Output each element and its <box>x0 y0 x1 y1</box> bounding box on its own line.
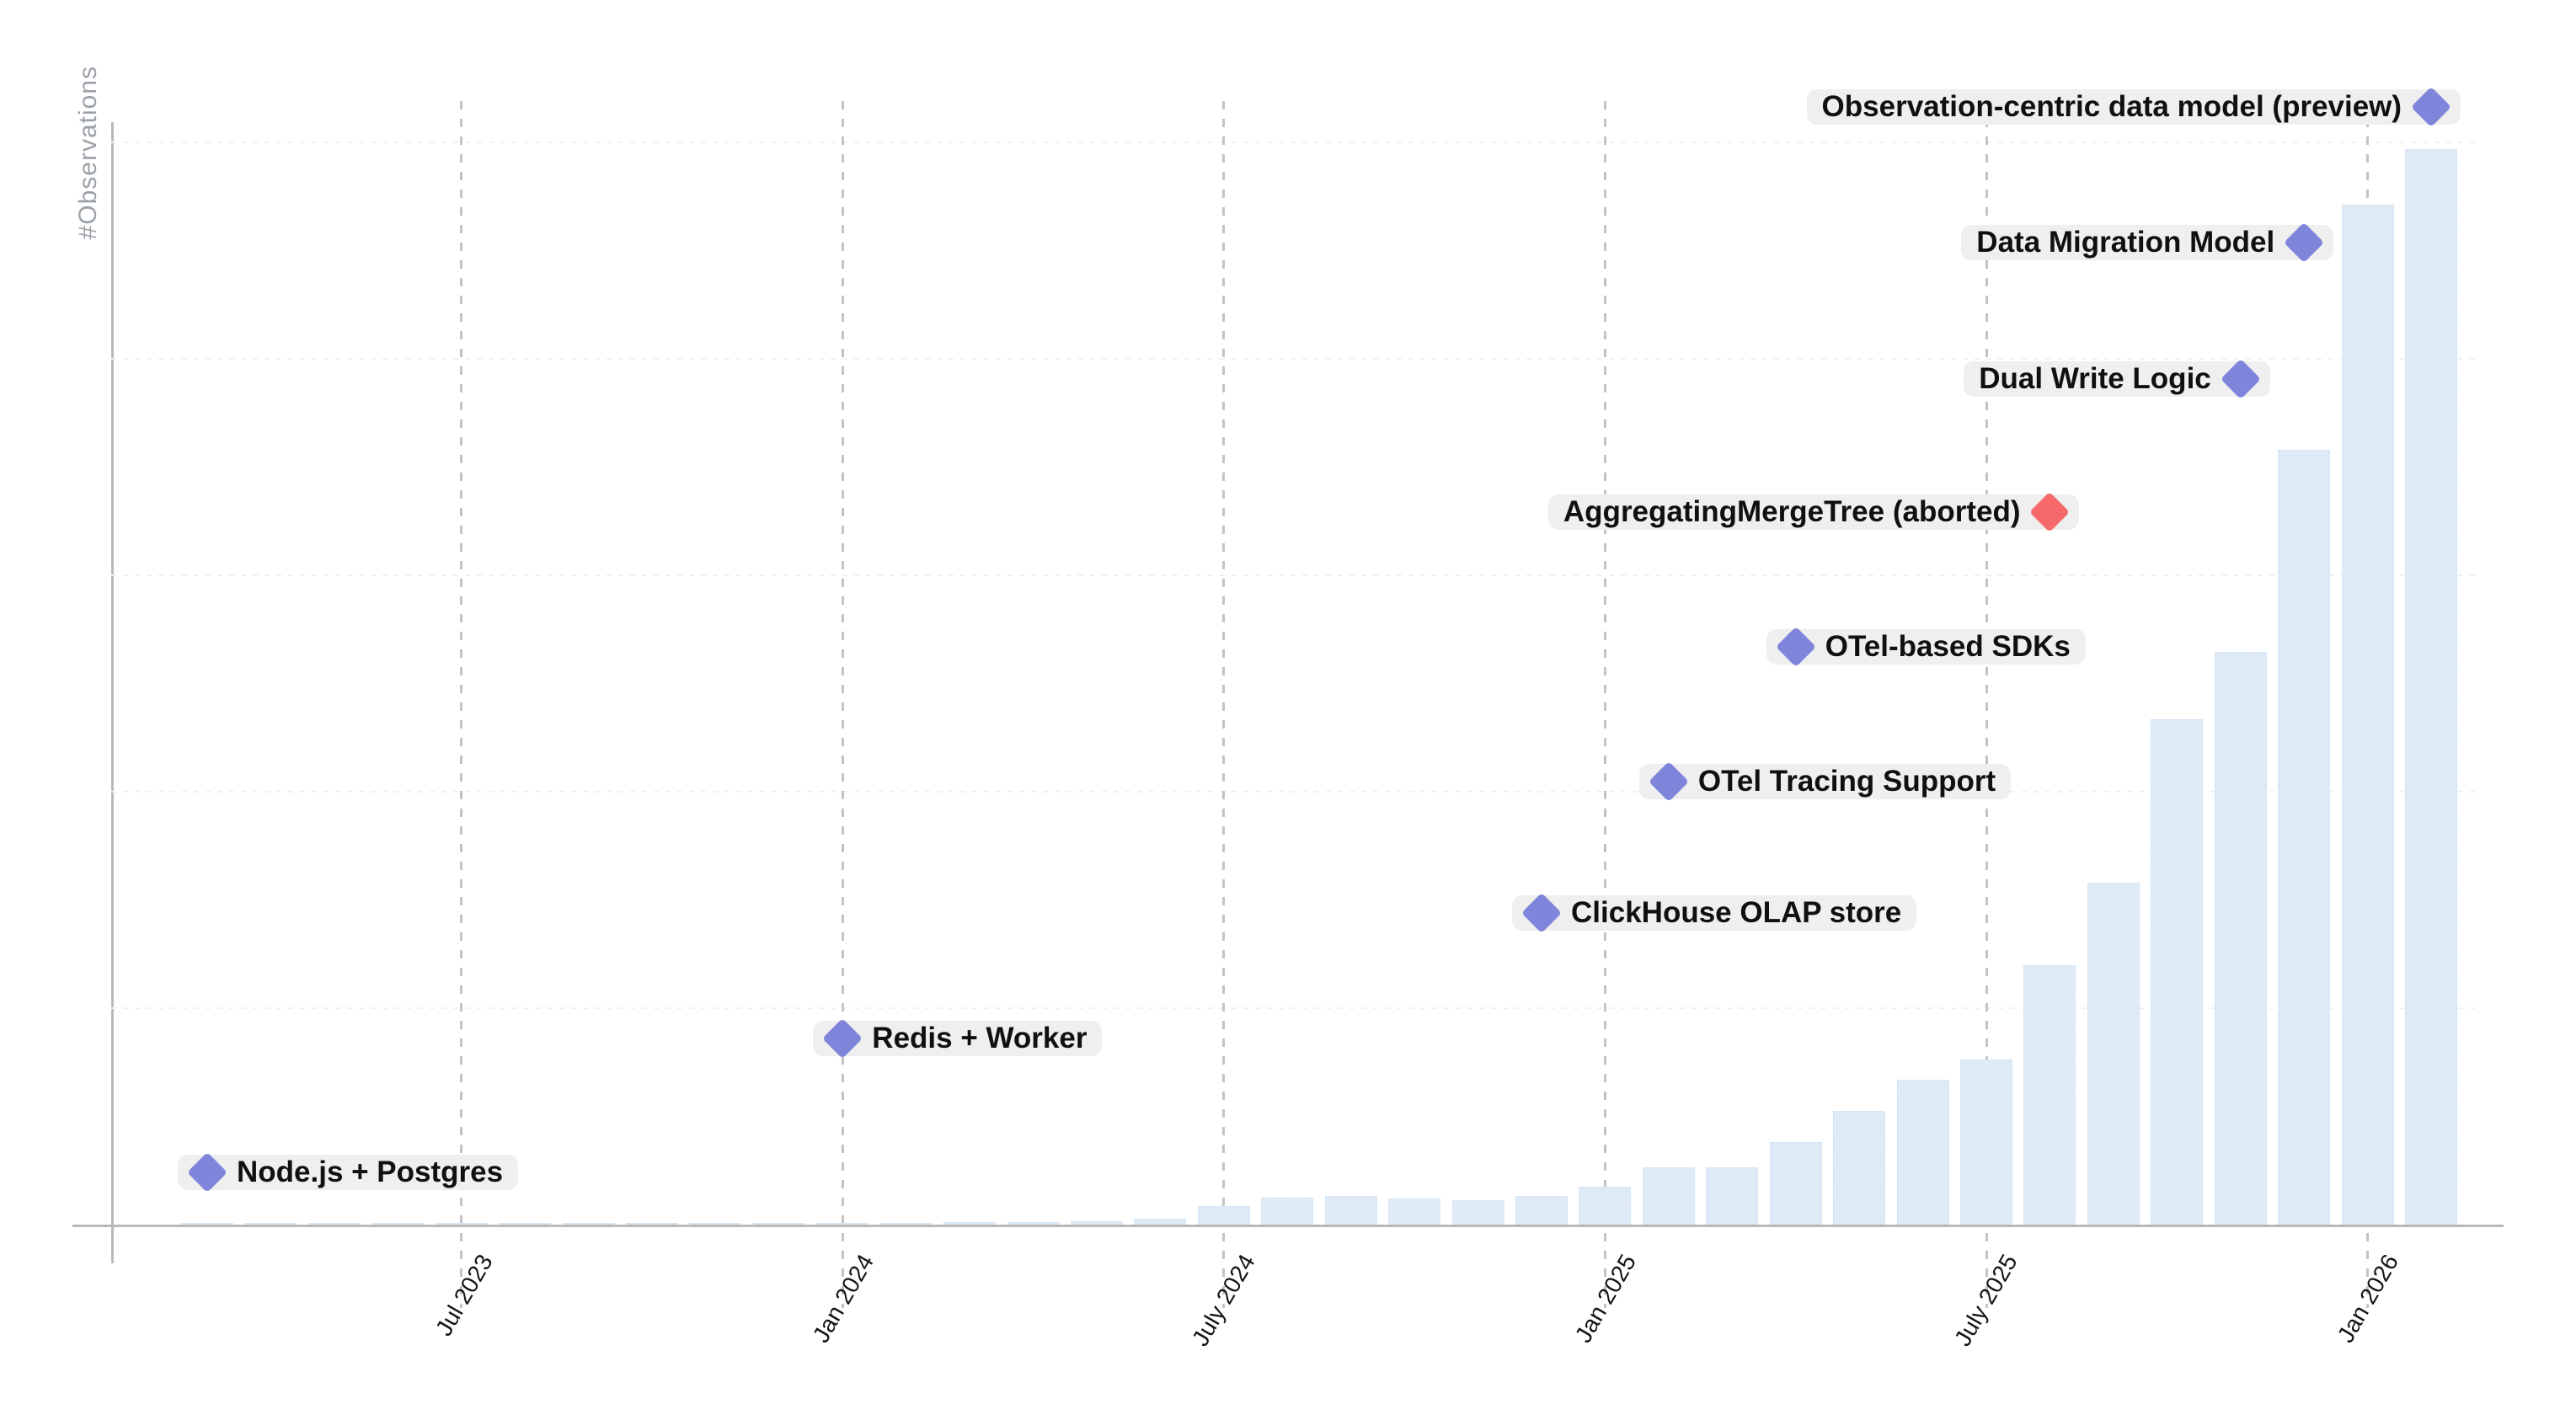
bar-jul-2025 <box>1960 1060 2013 1225</box>
bar-mar-2023 <box>181 1223 233 1225</box>
milestone-otel-tracing-support: OTel Tracing Support <box>1638 761 2012 803</box>
milestone-dual-write-logic: Dual Write Logic <box>1964 358 2270 400</box>
milestone-label: OTel Tracing Support <box>1697 765 1996 798</box>
milestone-diamond-icon <box>186 1151 228 1193</box>
milestone-data-migration-model: Data Migration Model <box>1961 222 2334 264</box>
bar-aug-2025 <box>2023 965 2076 1225</box>
bar-sep-2023 <box>562 1223 615 1225</box>
milestone-diamond-icon <box>1520 892 1563 934</box>
bar-mar-2025 <box>1706 1167 1759 1225</box>
bar-sep-2025 <box>2087 883 2140 1225</box>
horizontal-gridline <box>111 1007 2478 1009</box>
bar-apr-2025 <box>1769 1142 1822 1225</box>
milestone-node-js-postgres: Node.js + Postgres <box>178 1151 519 1193</box>
x-tick-label: Jul 2023 <box>430 1250 498 1341</box>
vertical-gridline-jul-2023 <box>460 101 463 1308</box>
milestone-label: Observation-centric data model (preview) <box>1821 90 2402 123</box>
y-axis-title: #Observations <box>74 66 102 240</box>
milestone-label: OTel-based SDKs <box>1825 630 2071 663</box>
bar-jun-2023 <box>371 1223 425 1225</box>
horizontal-gridline <box>111 574 2478 576</box>
vertical-gridline-july-2024 <box>1222 101 1226 1308</box>
aborted-milestone-diamond-icon <box>2029 491 2071 533</box>
bar-aug-2024 <box>1261 1198 1314 1225</box>
vertical-gridline-july-2025 <box>1985 101 1988 1308</box>
milestone-aggregatingmergetree-aborted: AggregatingMergeTree (aborted) <box>1547 491 2080 533</box>
milestone-diamond-icon <box>2411 86 2452 128</box>
milestone-redis-worker: Redis + Worker <box>813 1017 1103 1060</box>
bar-oct-2025 <box>2151 719 2204 1225</box>
milestone-label: AggregatingMergeTree (aborted) <box>1563 495 2021 528</box>
bar-jun-2024 <box>1134 1219 1187 1225</box>
milestone-diamond-icon <box>2220 358 2261 400</box>
x-axis-line <box>72 1225 2504 1227</box>
bar-nov-2024 <box>1451 1200 1504 1225</box>
bar-jan-2024 <box>816 1223 869 1225</box>
milestone-diamond-icon <box>1775 626 1816 668</box>
milestone-diamond-icon <box>1648 761 1689 803</box>
milestone-label: Redis + Worker <box>872 1022 1088 1054</box>
bar-nov-2025 <box>2214 652 2267 1225</box>
bar-feb-2025 <box>1642 1167 1695 1225</box>
vertical-gridline-jan-2024 <box>841 101 844 1308</box>
bar-apr-2024 <box>1007 1222 1060 1225</box>
bar-aug-2023 <box>499 1223 552 1225</box>
bar-jul-2024 <box>1197 1206 1250 1225</box>
bar-apr-2023 <box>244 1223 297 1225</box>
milestone-label: Dual Write Logic <box>1979 362 2211 395</box>
milestone-label: Node.js + Postgres <box>237 1156 504 1188</box>
milestone-diamond-icon <box>822 1017 863 1060</box>
bar-oct-2023 <box>626 1223 678 1225</box>
bar-jun-2025 <box>1896 1080 1949 1225</box>
bar-feb-2024 <box>879 1223 933 1225</box>
bar-may-2025 <box>1833 1111 1886 1225</box>
bar-dec-2024 <box>1515 1196 1569 1225</box>
bar-dec-2025 <box>2278 450 2331 1225</box>
bar-nov-2023 <box>689 1223 742 1225</box>
bar-jul-2023 <box>435 1223 488 1225</box>
bar-jan-2025 <box>1579 1187 1632 1225</box>
bar-dec-2023 <box>752 1223 805 1225</box>
milestone-clickhouse-olap-store: ClickHouse OLAP store <box>1512 892 1917 934</box>
vertical-gridline-jan-2025 <box>1603 101 1606 1308</box>
bar-may-2023 <box>307 1223 361 1225</box>
bar-may-2024 <box>1071 1221 1124 1225</box>
horizontal-gridline <box>111 141 2478 143</box>
y-axis-line <box>111 122 114 1263</box>
bar-jan-2026 <box>2341 205 2394 1225</box>
bar-mar-2024 <box>943 1222 997 1225</box>
milestone-otel-based-sdks: OTel-based SDKs <box>1766 626 2086 668</box>
milestone-label: Data Migration Model <box>1976 226 2275 259</box>
bar-sep-2024 <box>1324 1196 1377 1225</box>
bar-oct-2024 <box>1388 1198 1441 1225</box>
horizontal-gridline <box>111 791 2478 793</box>
horizontal-gridline <box>111 358 2478 360</box>
bar-feb-2026 <box>2405 149 2458 1225</box>
milestone-diamond-icon <box>2284 222 2325 264</box>
milestone-observation-centric-data-model-preview: Observation-centric data model (preview) <box>1806 86 2461 128</box>
milestone-label: ClickHouse OLAP store <box>1571 896 1902 929</box>
